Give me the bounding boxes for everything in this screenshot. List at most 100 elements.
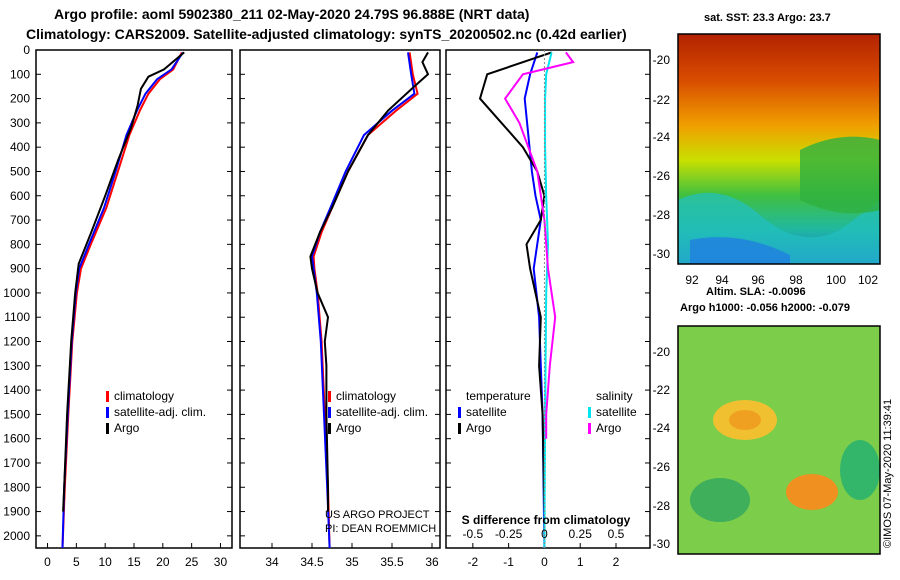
sst-map-title: sat. SST: 23.3 Argo: 23.7 bbox=[704, 12, 831, 24]
depth-tick-label: 1800 bbox=[3, 480, 30, 494]
x-tick-label: 2 bbox=[613, 555, 620, 569]
depth-tick-label: 500 bbox=[10, 164, 30, 178]
legend-swatch bbox=[328, 407, 331, 418]
sst-map-frame bbox=[677, 33, 881, 265]
sst-y-tick: -22 bbox=[653, 93, 671, 107]
salinity-tick-label: 0.25 bbox=[569, 527, 593, 541]
sla-map-frame bbox=[677, 325, 881, 555]
series-temperature-argo bbox=[478, 51, 552, 512]
legend-label: Argo bbox=[114, 421, 140, 435]
sst-x-tick: 96 bbox=[751, 273, 765, 287]
legend-swatch bbox=[588, 407, 591, 418]
imos-stamp: ©IMOS 07-May-2020 11:39:41 bbox=[882, 398, 894, 548]
x-tick-label: 15 bbox=[127, 555, 141, 569]
panel-difference-profile: -2 -1 0 1 2 bbox=[445, 49, 651, 569]
legend-swatch bbox=[458, 407, 461, 418]
legend-swatch bbox=[588, 423, 591, 434]
legend-label: climatology bbox=[114, 389, 174, 403]
sst-y-tick: -30 bbox=[653, 247, 671, 261]
diff-xlabel: S difference from climatology bbox=[462, 513, 631, 527]
depth-tick-label: 0 bbox=[23, 43, 30, 57]
depth-tick-label: 700 bbox=[10, 213, 30, 227]
sla-y-tick: -24 bbox=[653, 421, 671, 435]
depth-tick-label: 1400 bbox=[3, 383, 30, 397]
x-tick-label: 20 bbox=[156, 555, 170, 569]
x-tick-label: -2 bbox=[468, 555, 479, 569]
depth-tick-label: 900 bbox=[10, 262, 30, 276]
x-tick-label: -1 bbox=[503, 555, 514, 569]
depth-tick-label: 2000 bbox=[3, 529, 30, 543]
title-line-2: Climatology: CARS2009. Satellite-adjuste… bbox=[26, 26, 627, 42]
depth-tick-label: 1200 bbox=[3, 335, 30, 349]
depth-tick-label: 300 bbox=[10, 116, 30, 130]
series-satellite-adj-clim- bbox=[61, 51, 184, 549]
depth-tick-label: 1700 bbox=[3, 456, 30, 470]
depth-tick-label: 1900 bbox=[3, 505, 30, 519]
x-tick-label: 0 bbox=[541, 555, 548, 569]
sst-x-tick: 102 bbox=[858, 273, 878, 287]
credit-line-1: US ARGO PROJECT bbox=[325, 509, 430, 521]
x-tick-label: 34 bbox=[265, 555, 279, 569]
x-tick-label: 0 bbox=[44, 555, 51, 569]
series-salinity-satellite bbox=[543, 52, 553, 549]
series-argo bbox=[309, 51, 430, 512]
x-tick-label: 5 bbox=[73, 555, 80, 569]
panel-frame bbox=[239, 49, 441, 549]
sla-map-title-1: Altim. SLA: -0.0096 bbox=[706, 286, 806, 298]
sst-x-tick: 92 bbox=[685, 273, 699, 287]
depth-tick-label: 100 bbox=[10, 67, 30, 81]
sla-y-tick: -26 bbox=[653, 460, 671, 474]
depth-tick-label: 1000 bbox=[3, 286, 30, 300]
legend-salinity-header: salinity bbox=[596, 389, 633, 403]
legend-swatch bbox=[106, 423, 109, 434]
sla-low-patch bbox=[840, 440, 880, 500]
sla-y-tick: -30 bbox=[653, 537, 671, 551]
depth-tick-label: 600 bbox=[10, 189, 30, 203]
sst-y-tick: -26 bbox=[653, 169, 671, 183]
depth-tick-label: 1100 bbox=[4, 310, 30, 324]
series-argo bbox=[62, 51, 185, 512]
sst-y-tick: -28 bbox=[653, 208, 671, 222]
legend-label: Argo bbox=[596, 421, 622, 435]
sst-green-patch bbox=[800, 136, 880, 214]
sla-map: -20 -22 -24 -26 -28 -30 bbox=[653, 325, 881, 555]
panel-salinity-profile: 34 34.5 35 35.5 36 bbox=[239, 49, 441, 569]
depth-tick-label: 800 bbox=[10, 237, 30, 251]
legend-swatch bbox=[106, 391, 109, 402]
legend-label: Argo bbox=[466, 421, 492, 435]
x-tick-label: 30 bbox=[214, 555, 228, 569]
salinity-tick-label: 0 bbox=[541, 527, 548, 541]
sla-y-tick: -20 bbox=[653, 345, 671, 359]
legend-label: satellite bbox=[596, 405, 637, 419]
sst-x-tick: 98 bbox=[789, 273, 803, 287]
legend-swatch bbox=[106, 407, 109, 418]
sst-x-tick: 100 bbox=[826, 273, 846, 287]
x-tick-label: 25 bbox=[185, 555, 199, 569]
salinity-tick-label: -0.5 bbox=[462, 527, 483, 541]
sla-high-patch-2 bbox=[786, 474, 838, 510]
legend-swatch bbox=[328, 423, 331, 434]
title-line-1: Argo profile: aoml 5902380_211 02-May-20… bbox=[54, 6, 530, 22]
series-temperature-satellite bbox=[523, 52, 546, 549]
legend-label: satellite-adj. clim. bbox=[114, 405, 206, 419]
salinity-tick-label: -0.25 bbox=[495, 527, 523, 541]
sla-map-title-2: Argo h1000: -0.056 h2000: -0.079 bbox=[680, 302, 850, 314]
sla-low-patch-2 bbox=[690, 478, 750, 522]
depth-tick-label: 200 bbox=[10, 92, 30, 106]
x-tick-label: 1 bbox=[577, 555, 584, 569]
legend-temperature-header: temperature bbox=[466, 389, 531, 403]
legend-label: satellite-adj. clim. bbox=[336, 405, 428, 419]
depth-tick-label: 1500 bbox=[3, 407, 30, 421]
legend-label: satellite bbox=[466, 405, 507, 419]
sst-map: -20 -22 -24 -26 -28 -30 92 94 96 98 100 102 bbox=[653, 33, 881, 287]
panel-temperature-profile: 0 5 10 15 20 25 30 bbox=[35, 49, 233, 569]
sla-y-tick: -22 bbox=[653, 383, 671, 397]
credit-line-2: PI: DEAN ROEMMICH bbox=[325, 523, 436, 535]
x-tick-label: 35 bbox=[345, 555, 359, 569]
series-climatology bbox=[312, 52, 419, 549]
x-tick-label: 10 bbox=[98, 555, 112, 569]
depth-tick-label: 400 bbox=[10, 140, 30, 154]
depth-tick-label: 1600 bbox=[3, 432, 30, 446]
legend-swatch bbox=[458, 423, 461, 434]
series-salinity-argo bbox=[503, 51, 575, 439]
